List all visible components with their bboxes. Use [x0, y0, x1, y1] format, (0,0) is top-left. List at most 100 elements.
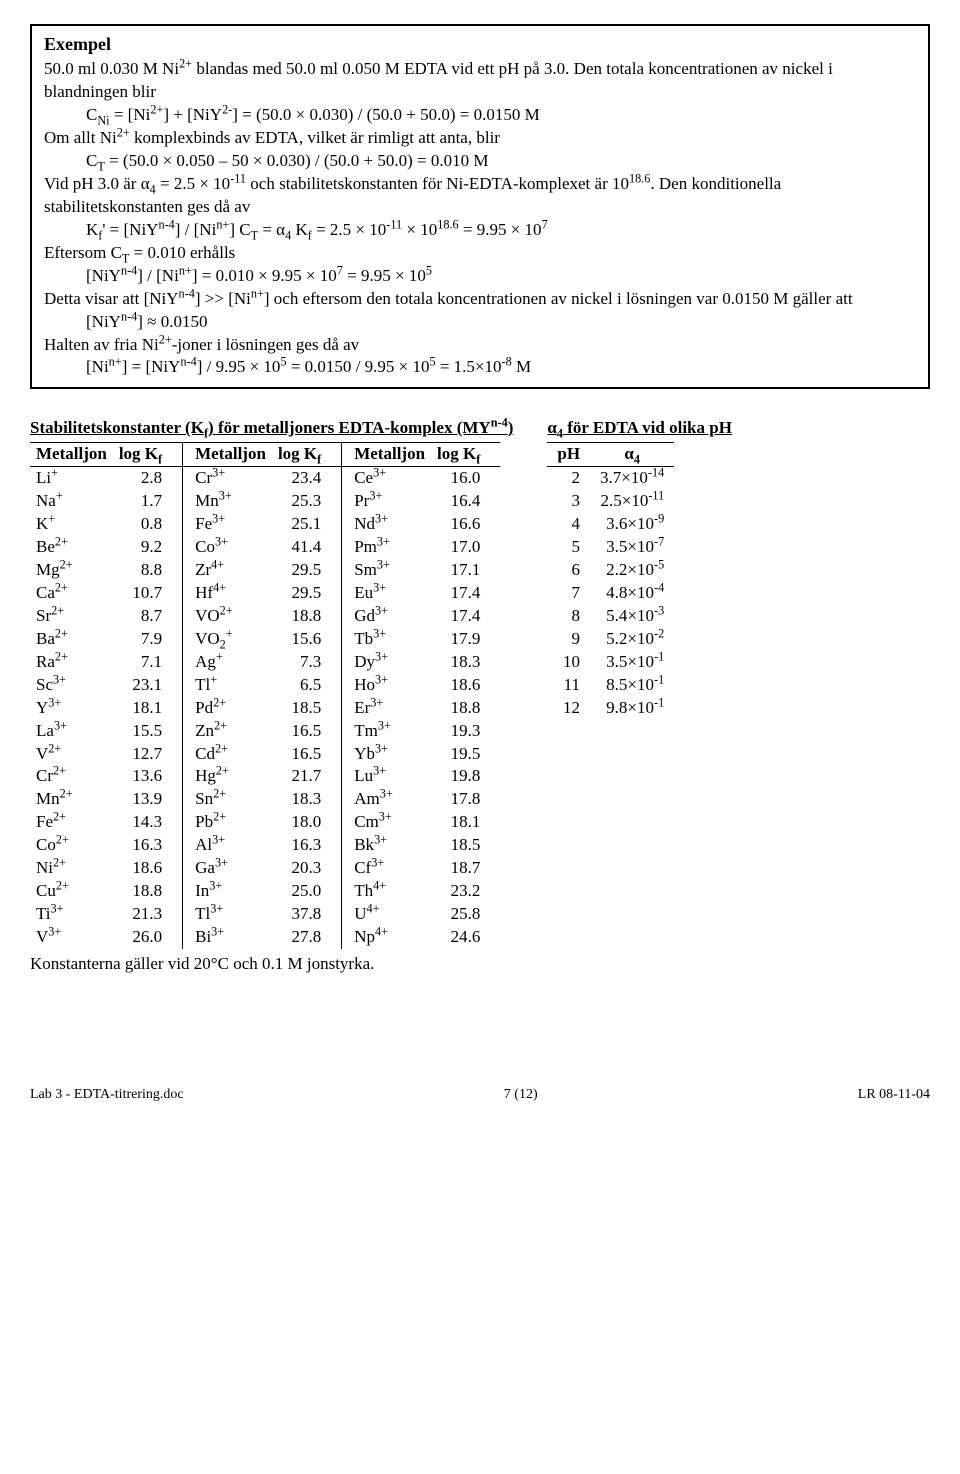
kf-value: 25.0 [272, 880, 342, 903]
example-line-3: Om allt Ni2+ komplexbinds av EDTA, vilke… [44, 127, 916, 150]
alpha-ph: 8 [547, 605, 590, 628]
kf-row: Ba2+7.9VO2+15.6Tb3+17.9 [30, 628, 500, 651]
kf-ion: Bi3+ [183, 926, 272, 949]
kf-value: 7.3 [272, 651, 342, 674]
kf-row: Ca2+10.7Hf4+29.5Eu3+17.4 [30, 582, 500, 605]
alpha-block: α4 för EDTA vid olika pH pH α4 23.7×10-1… [547, 417, 732, 719]
txt: och stabilitetskonstanten för Ni-EDTA-ko… [246, 174, 629, 193]
kf-ion: Yb3+ [342, 743, 431, 766]
example-line-7: Eftersom CT = 0.010 erhålls [44, 242, 916, 265]
txt: Stabilitetskonstanter (K [30, 418, 204, 437]
kf-ion: Mg2+ [30, 559, 113, 582]
kf-value: 18.8 [272, 605, 342, 628]
kf-row: Cr2+13.6Hg2+21.7Lu3+19.8 [30, 765, 500, 788]
alpha-ph: 3 [547, 490, 590, 513]
alpha-col-alpha: α4 [590, 443, 674, 467]
alpha-header-row: pH α4 [547, 443, 674, 467]
alpha-row: 62.2×10-5 [547, 559, 674, 582]
example-line-6: Kf' = [NiYn-4] / [Nin+] CT = α4 Kf = 2.5… [44, 219, 916, 242]
kf-value: 6.5 [272, 674, 342, 697]
example-line-1: 50.0 ml 0.030 M Ni2+ blandas med 50.0 ml… [44, 58, 916, 104]
alpha-value: 5.2×10-2 [590, 628, 674, 651]
kf-value: 15.6 [272, 628, 342, 651]
txt: = (50.0 × 0.050 – 50 × 0.030) / (50.0 + … [105, 151, 489, 170]
kf-value: 15.5 [113, 720, 183, 743]
kf-value: 17.4 [431, 582, 500, 605]
alpha-value: 3.6×10-9 [590, 513, 674, 536]
kf-row: Na+1.7Mn3+25.3Pr3+16.4 [30, 490, 500, 513]
kf-ion: K+ [30, 513, 113, 536]
kf-ion: Hg2+ [183, 765, 272, 788]
kf-row: Ni2+18.6Ga3+20.3Cf3+18.7 [30, 857, 500, 880]
alpha-row: 118.5×10-1 [547, 674, 674, 697]
kf-ion: Mn2+ [30, 788, 113, 811]
kf-value: 17.8 [431, 788, 500, 811]
alpha-ph: 9 [547, 628, 590, 651]
kf-ion: Hf4+ [183, 582, 272, 605]
kf-ion: Sr2+ [30, 605, 113, 628]
kf-row: Ti3+21.3Tl3+37.8U4+25.8 [30, 903, 500, 926]
kf-value: 18.8 [113, 880, 183, 903]
kf-ion: Tl3+ [183, 903, 272, 926]
kf-ion: Np4+ [342, 926, 431, 949]
kf-ion: Sc3+ [30, 674, 113, 697]
txt: ] / [Ni [137, 266, 179, 285]
kf-ion: Pb2+ [183, 811, 272, 834]
kf-ion: Be2+ [30, 536, 113, 559]
kf-ion: VO2+ [183, 605, 272, 628]
kf-value: 18.5 [431, 834, 500, 857]
kf-ion: Th4+ [342, 880, 431, 903]
kf-col-ion: Metalljon [183, 443, 272, 467]
kf-value: 18.0 [272, 811, 342, 834]
alpha-value: 3.7×10-14 [590, 467, 674, 490]
example-line-4: CT = (50.0 × 0.050 – 50 × 0.030) / (50.0… [44, 150, 916, 173]
kf-ion: Sm3+ [342, 559, 431, 582]
kf-ion: Na+ [30, 490, 113, 513]
alpha-row: 23.7×10-14 [547, 467, 674, 490]
kf-row: V2+12.7Cd2+16.5Yb3+19.5 [30, 743, 500, 766]
alpha-row: 103.5×10-1 [547, 651, 674, 674]
kf-row: Mg2+8.8Zr4+29.5Sm3+17.1 [30, 559, 500, 582]
kf-value: 23.2 [431, 880, 500, 903]
kf-col-logk: log Kf [272, 443, 342, 467]
alpha-title: α4 för EDTA vid olika pH [547, 417, 732, 440]
txt: ] ≈ 0.0150 [137, 312, 207, 331]
kf-header-row: Metalljon log Kf Metalljon log Kf Metall… [30, 443, 500, 467]
alpha-value: 3.5×10-1 [590, 651, 674, 674]
alpha-ph: 5 [547, 536, 590, 559]
txt: × 10 [402, 220, 437, 239]
alpha-row: 43.6×10-9 [547, 513, 674, 536]
kf-value: 16.0 [431, 467, 500, 490]
kf-value: 18.6 [113, 857, 183, 880]
kf-ion: Fe3+ [183, 513, 272, 536]
txt: = 1.5×10 [436, 357, 502, 376]
alpha-value: 2.2×10-5 [590, 559, 674, 582]
kf-ion: U4+ [342, 903, 431, 926]
kf-ion: Al3+ [183, 834, 272, 857]
kf-value: 25.3 [272, 490, 342, 513]
txt: Vid pH 3.0 är α [44, 174, 150, 193]
txt: ] = [NiY [122, 357, 181, 376]
kf-value: 18.1 [431, 811, 500, 834]
kf-value: 16.5 [272, 743, 342, 766]
alpha-ph: 7 [547, 582, 590, 605]
example-line-8: [NiYn-4] / [Nin+] = 0.010 × 9.95 × 107 =… [44, 265, 916, 288]
txt: ' = [NiY [102, 220, 158, 239]
kf-ion: Ag+ [183, 651, 272, 674]
txt: [NiY [86, 266, 121, 285]
kf-value: 41.4 [272, 536, 342, 559]
alpha-row: 74.8×10-4 [547, 582, 674, 605]
txt: = 0.0150 / 9.95 × 10 [287, 357, 430, 376]
alpha-ph: 6 [547, 559, 590, 582]
kf-ion: Co3+ [183, 536, 272, 559]
kf-note: Konstanterna gäller vid 20°C och 0.1 M j… [30, 953, 513, 976]
txt: ] + [NiY [163, 105, 222, 124]
footer-center: 7 (12) [504, 1086, 538, 1105]
txt: Halten av fria Ni [44, 335, 159, 354]
kf-row: Y3+18.1Pd2+18.5Er3+18.8 [30, 697, 500, 720]
alpha-ph: 10 [547, 651, 590, 674]
kf-value: 13.9 [113, 788, 183, 811]
kf-col-logk: log Kf [431, 443, 500, 467]
kf-value: 12.7 [113, 743, 183, 766]
kf-ion: Cf3+ [342, 857, 431, 880]
